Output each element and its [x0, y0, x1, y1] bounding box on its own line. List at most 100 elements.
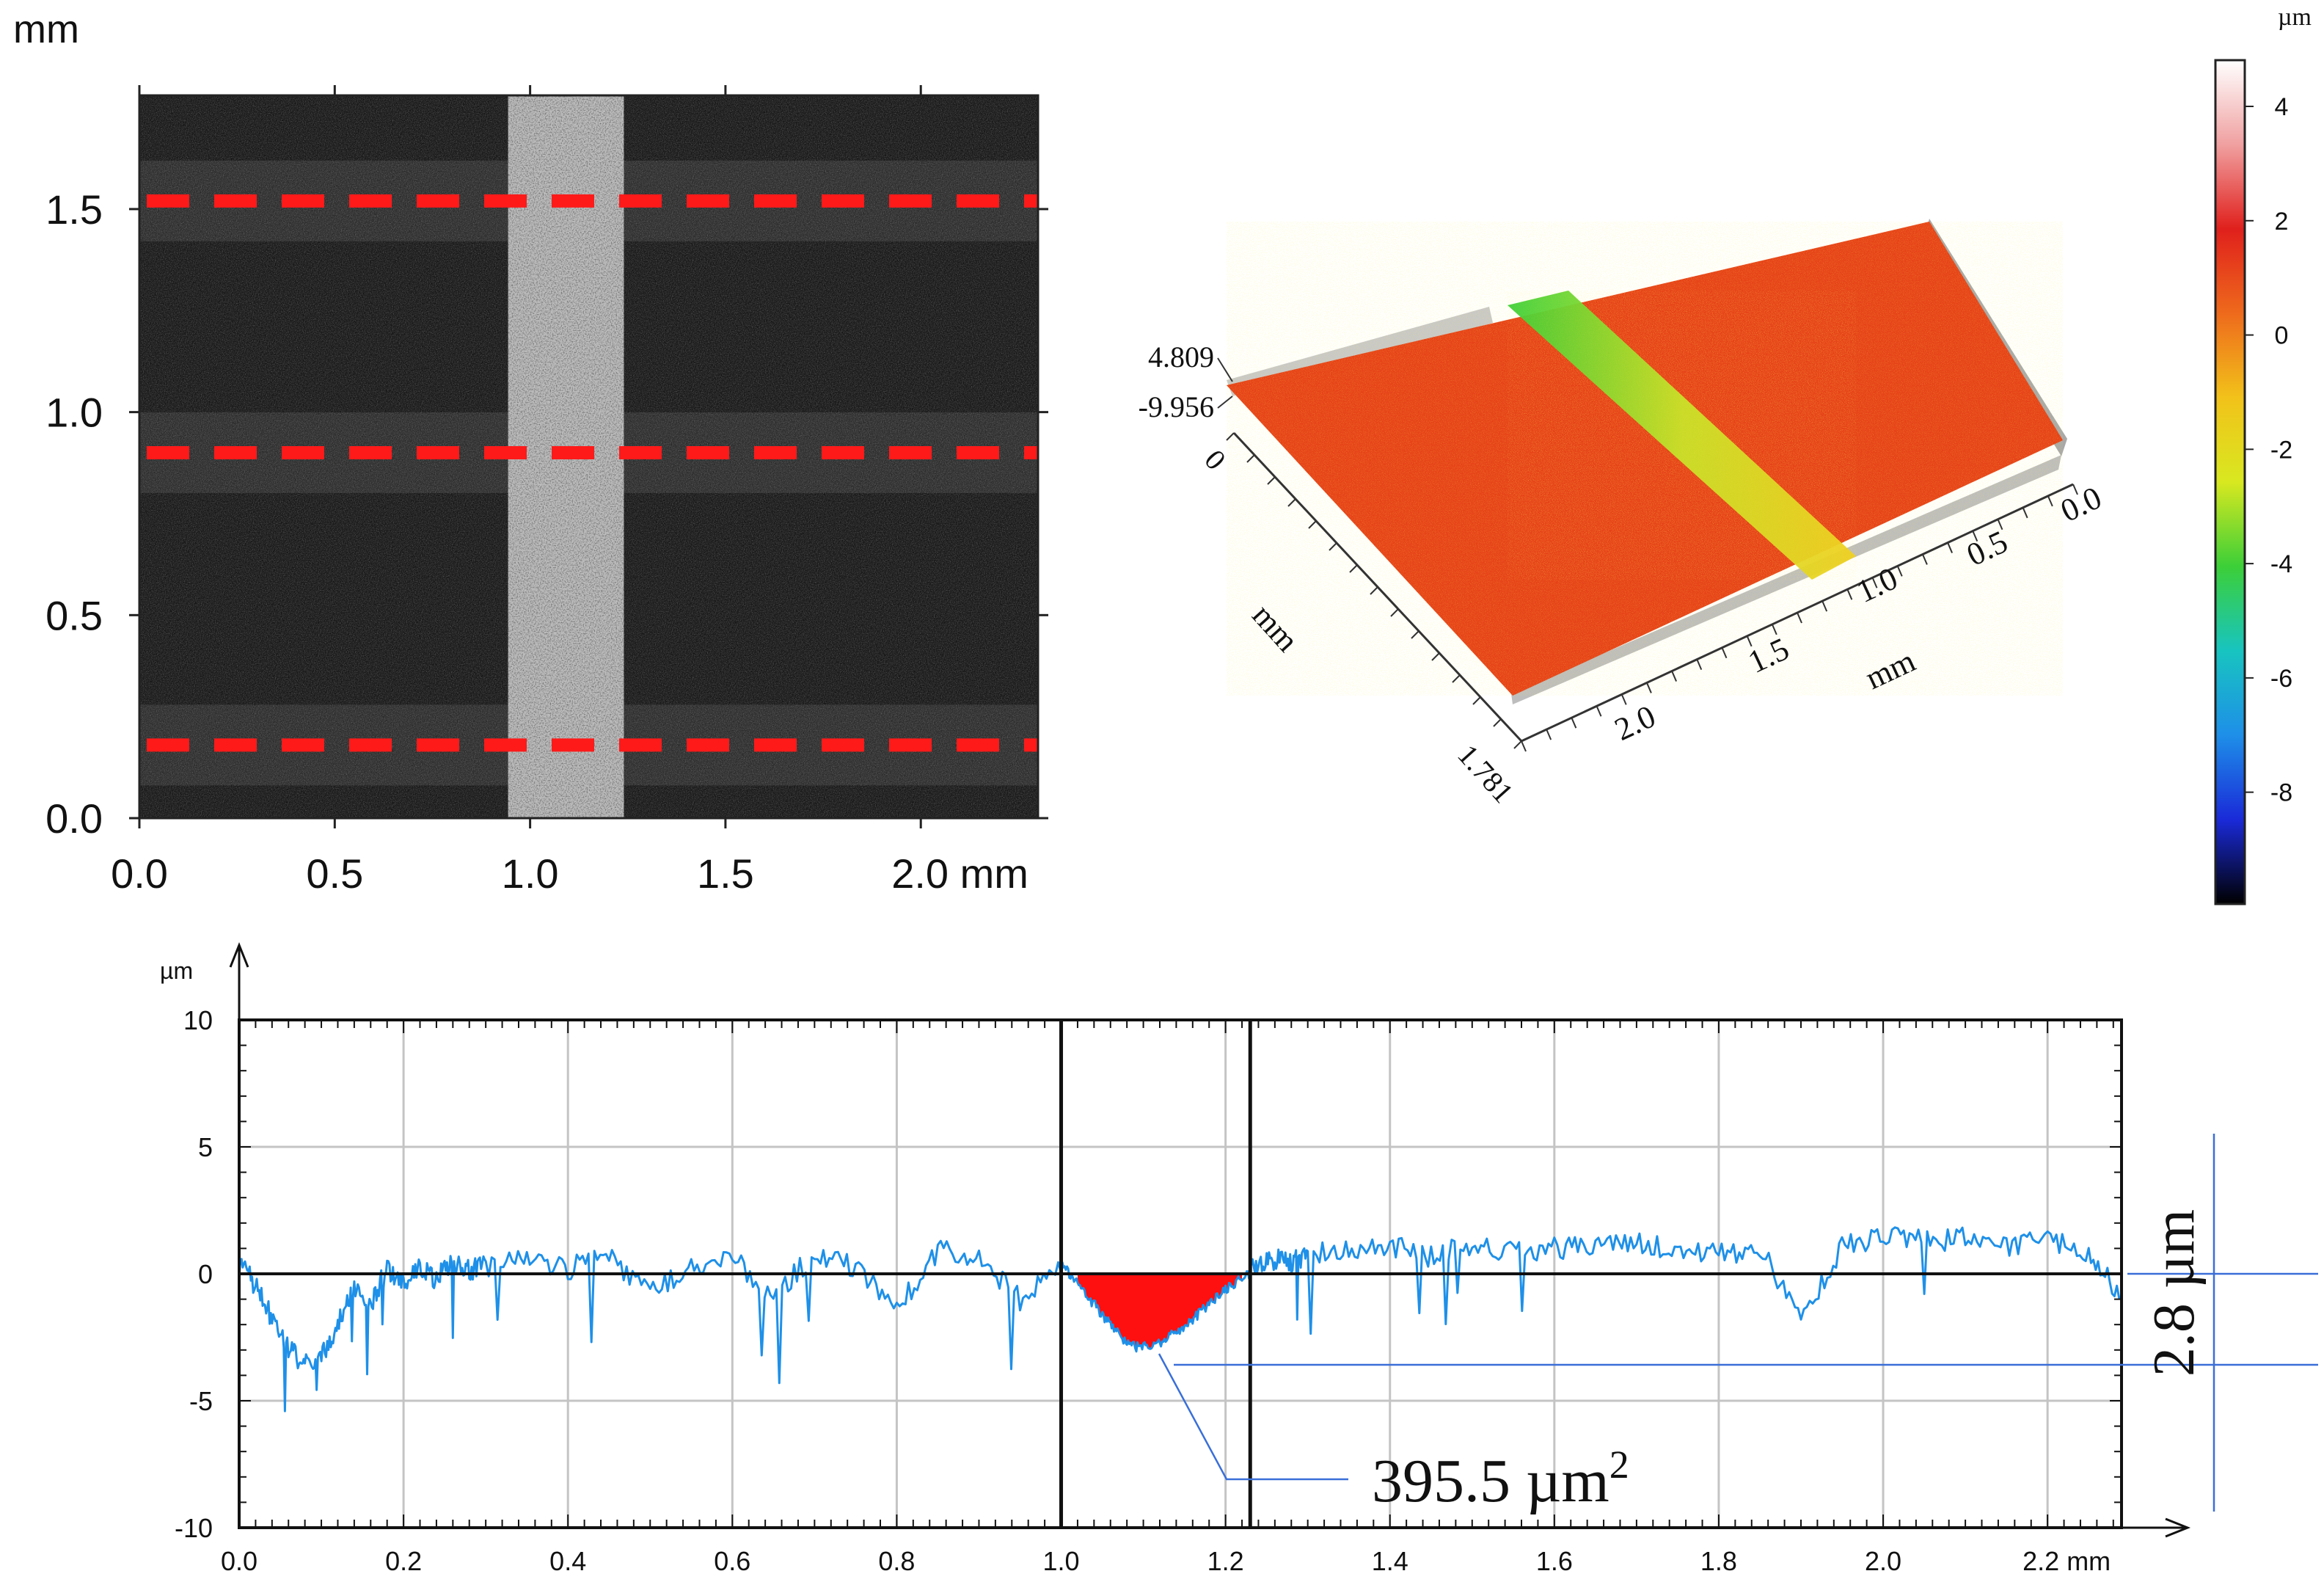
area-fill [1077, 1274, 1243, 1352]
depth-tick [1452, 674, 1461, 683]
depth-annotation: 2.8 µm [2142, 1209, 2207, 1377]
width-tick [2047, 495, 2053, 507]
x-tick-label: 1.4 [1372, 1546, 1408, 1576]
y-axis-arrow [229, 941, 249, 968]
y-tick-label: -10 [175, 1513, 213, 1543]
width-tick [1821, 600, 1828, 612]
colorbar-tick-label: -6 [2270, 665, 2292, 693]
area-annotation: 395.5 µm2 [1372, 1443, 1629, 1515]
colorbar-scale [2214, 59, 2246, 905]
depth-tick [1513, 740, 1522, 749]
x-tick-label: 2.2 mm [2022, 1546, 2111, 1576]
colorbar: µm 4 2 0 -2 -4 -6 -8 [2214, 4, 2312, 905]
surface-3d: 4.809 -9.956 0 mm 1.781 0.00.51.01.52.0 … [1139, 219, 2107, 809]
width-tick [1596, 705, 1602, 717]
width-tick [1721, 647, 1728, 659]
width-tick [1871, 577, 1878, 588]
width-tick [2072, 484, 2078, 495]
width-tick [1896, 565, 1903, 577]
top-left-unit-label: mm [13, 7, 79, 51]
y-tick-label: 1.5 [45, 186, 103, 233]
area-leader-line [1158, 1353, 1348, 1481]
y-tick-label: 0.0 [45, 795, 103, 842]
depth-tick [1411, 630, 1419, 639]
x-tick-label: 0.2 [385, 1546, 422, 1576]
width-tick-label: 2.0 [1609, 698, 1662, 748]
width-tick [1771, 624, 1777, 635]
colorbar-tick-label: 4 [2275, 93, 2289, 121]
top-left-map: mm 1.5 1.0 0.5 0.00.0 0.5 1.0 1.5 2.0 mm [13, 7, 1048, 897]
width-tick [1846, 588, 1853, 600]
y-tick-label: 10 [183, 1005, 213, 1035]
z-max-label: 4.809 [1148, 340, 1214, 373]
width-tick-label: 0.5 [1962, 523, 2014, 573]
plot-axes: 10 5 0 -5 -10 0.0 0.2 0.4 0.6 0.8 1.0 1.2 1.4 1.6 1.8 2… [175, 941, 2191, 1576]
colorbar-tick-label: 2 [2275, 208, 2289, 236]
x-tick-label: 0.0 [221, 1546, 257, 1576]
depth-tick [1493, 718, 1502, 727]
width-tick [1972, 531, 1978, 542]
x-tick-label: 1.8 [1700, 1546, 1737, 1576]
colorbar-tick-label: -4 [2270, 550, 2292, 578]
y-tick-label: 1.0 [45, 390, 103, 436]
depth-tick [1349, 564, 1358, 573]
width-tick [1620, 693, 1627, 705]
width-tick [1645, 682, 1652, 693]
x-tick-label: 0.5 [306, 850, 363, 897]
x-tick-label: 1.5 [697, 850, 754, 897]
width-tick [1696, 659, 1703, 671]
z-min-label: -9.956 [1139, 390, 1214, 423]
width-axis-label: mm [1860, 643, 1921, 696]
depth-tick [1370, 586, 1378, 595]
x-tick-label: 0.8 [878, 1546, 915, 1576]
width-tick [1546, 729, 1552, 740]
width-tick-label: 0.0 [2056, 479, 2108, 529]
depth-tick [1287, 498, 1296, 507]
x-tick-label: 0.0 [111, 850, 168, 897]
x-tick-label: 0.6 [714, 1546, 750, 1576]
width-tick [1521, 740, 1527, 752]
depth-tick [1246, 454, 1255, 463]
x-tick-label: 0.4 [549, 1546, 586, 1576]
depth-tick [1431, 652, 1440, 661]
depth-axis-start: 0 [1198, 443, 1232, 476]
map-frame [138, 94, 1039, 820]
width-tick [1921, 554, 1928, 565]
width-tick-label: 1.5 [1743, 630, 1795, 680]
depth-tick [1226, 432, 1235, 441]
y-tick-label: -5 [189, 1386, 213, 1416]
depth-axis-label: mm [1246, 597, 1306, 659]
depth-tick [1390, 608, 1399, 617]
profile-lines [147, 194, 1038, 752]
width-tick [1571, 717, 1577, 729]
depth-axis-end: 1.781 [1451, 738, 1520, 809]
depth-tick [1267, 476, 1276, 485]
y-tick-label: 0.5 [45, 592, 103, 638]
x-tick-label: 1.0 [502, 850, 559, 897]
x-tick-label: 1.6 [1536, 1546, 1573, 1576]
x-tick-label: 2.0 [1865, 1546, 1901, 1576]
colorbar-tick-label: 0 [2275, 322, 2289, 350]
surface-texture-3d [1227, 222, 2063, 696]
y-unit-label: µm [160, 958, 193, 984]
x-tick-label: 1.0 [1043, 1546, 1080, 1576]
x-tick-label: 2.0 mm [891, 850, 1028, 897]
width-tick [1797, 612, 1802, 624]
y-tick-label: 5 [198, 1132, 213, 1162]
colorbar-tick-label: -2 [2270, 436, 2292, 464]
y-tick-label: 0 [198, 1259, 213, 1289]
width-tick [2022, 507, 2028, 519]
width-tick [1671, 671, 1678, 682]
top-left-axes: 1.5 1.0 0.5 0.00.0 0.5 1.0 1.5 2.0 mm [45, 85, 1048, 897]
depth-tick [1472, 696, 1481, 705]
front-wall [1511, 455, 2061, 704]
colorbar-unit: µm [2278, 4, 2312, 31]
width-tick [1947, 542, 1954, 553]
width-tick [1997, 519, 2003, 531]
depth-tick [1329, 542, 1337, 551]
x-tick-label: 1.2 [1207, 1546, 1244, 1576]
width-tick [1746, 635, 1753, 647]
colorbar-tick-label: -8 [2270, 779, 2292, 807]
